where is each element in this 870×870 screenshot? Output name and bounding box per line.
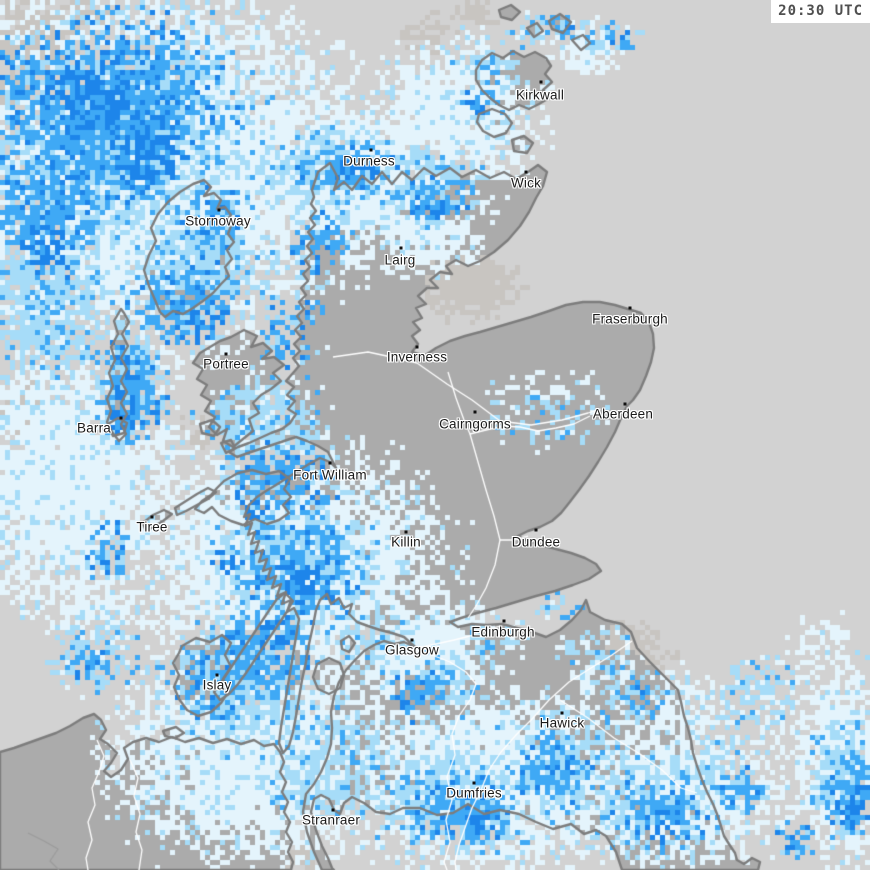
timestamp-badge: 20:30 UTC bbox=[771, 0, 870, 23]
timestamp-text: 20:30 UTC bbox=[778, 3, 863, 19]
